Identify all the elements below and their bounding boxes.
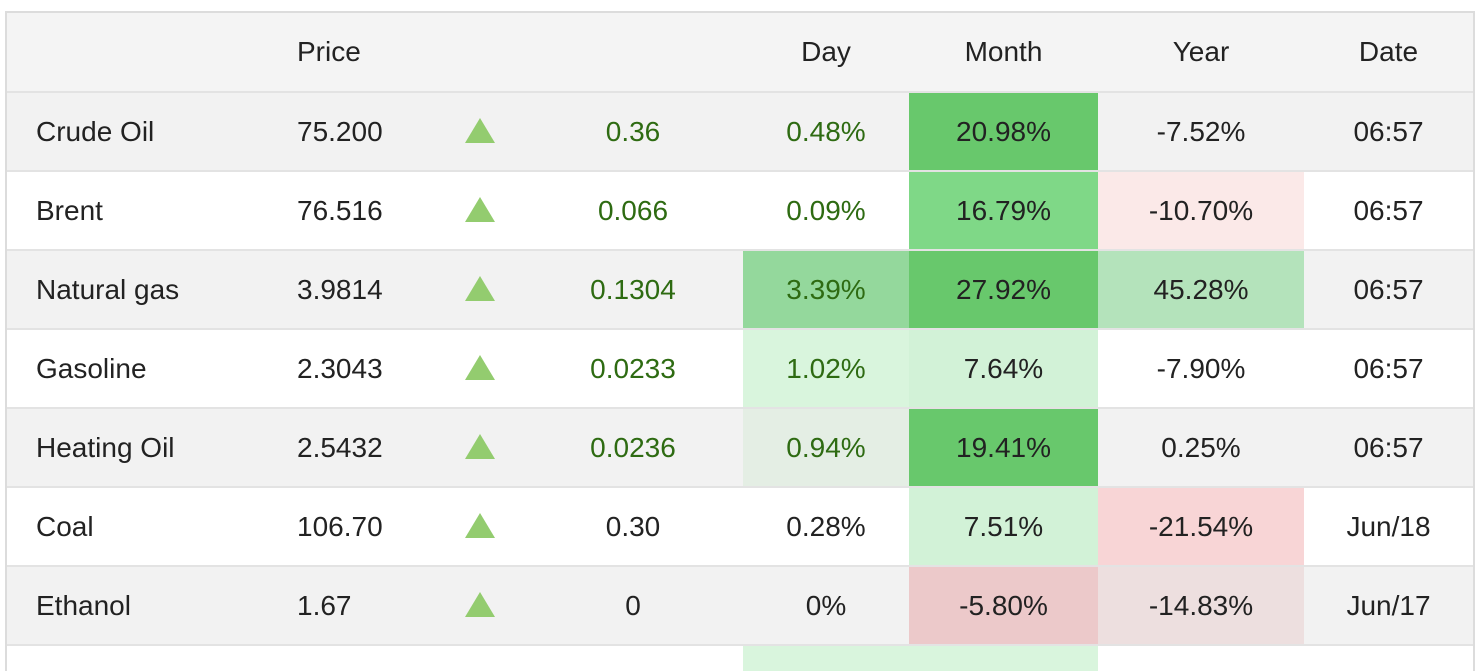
day-change-cell: 0.94% bbox=[743, 408, 909, 488]
day-change-cell: 1.02% bbox=[743, 329, 909, 409]
month-change-cell: -5.80% bbox=[909, 566, 1098, 646]
header-change bbox=[523, 13, 743, 93]
day-change-cell: 0% bbox=[743, 566, 909, 646]
direction-cell bbox=[437, 408, 523, 488]
month-change-cell: 19.41% bbox=[909, 408, 1098, 488]
day-change-cell: 3.39% bbox=[743, 250, 909, 330]
header-name bbox=[7, 13, 275, 93]
partial-cell bbox=[1304, 645, 1473, 671]
year-change-cell: 45.28% bbox=[1098, 250, 1304, 330]
partial-cell bbox=[743, 645, 909, 671]
price-cell: 75.200 bbox=[275, 92, 437, 172]
up-triangle-icon bbox=[465, 354, 495, 380]
direction-cell bbox=[437, 487, 523, 567]
change-cell: 0 bbox=[523, 566, 743, 646]
month-change-cell: 16.79% bbox=[909, 171, 1098, 251]
table-row[interactable]: Crude Oil 75.200 0.36 0.48% 20.98% -7.52% 06:5… bbox=[7, 92, 1473, 172]
month-change-cell: 7.51% bbox=[909, 487, 1098, 567]
up-triangle-icon bbox=[465, 433, 495, 459]
year-change-cell: -7.52% bbox=[1098, 92, 1304, 172]
table-row[interactable]: Gasoline 2.3043 0.0233 1.02% 7.64% -7.90% 06:5… bbox=[7, 329, 1473, 409]
header-date[interactable]: Date bbox=[1304, 13, 1473, 93]
header-arrow bbox=[437, 13, 523, 93]
commodity-name-link[interactable]: Coal bbox=[7, 487, 275, 567]
partial-cell bbox=[437, 645, 523, 671]
table-row[interactable]: Brent 76.516 0.066 0.09% 16.79% -10.70% 06:57 bbox=[7, 171, 1473, 251]
up-triangle-icon bbox=[465, 512, 495, 538]
up-triangle-icon bbox=[465, 117, 495, 143]
table-header-row: Price Day Month Year Date bbox=[7, 13, 1473, 93]
year-change-cell: -10.70% bbox=[1098, 171, 1304, 251]
table-row-partial bbox=[7, 645, 1473, 671]
year-change-cell: -21.54% bbox=[1098, 487, 1304, 567]
header-day[interactable]: Day bbox=[743, 13, 909, 93]
date-cell: 06:57 bbox=[1304, 92, 1473, 172]
price-cell: 2.3043 bbox=[275, 329, 437, 409]
partial-cell bbox=[523, 645, 743, 671]
commodity-name-link[interactable]: Heating Oil bbox=[7, 408, 275, 488]
direction-cell bbox=[437, 566, 523, 646]
commodities-table-container: Price Day Month Year Date Crude Oil 75.20… bbox=[5, 11, 1475, 671]
table-row[interactable]: Coal 106.70 0.30 0.28% 7.51% -21.54% Jun/18 bbox=[7, 487, 1473, 567]
commodity-name-link[interactable]: Ethanol bbox=[7, 566, 275, 646]
change-cell: 0.0236 bbox=[523, 408, 743, 488]
up-triangle-icon bbox=[465, 196, 495, 222]
price-cell: 3.9814 bbox=[275, 250, 437, 330]
month-change-cell: 27.92% bbox=[909, 250, 1098, 330]
table-row[interactable]: Ethanol 1.67 0 0% -5.80% -14.83% Jun/17 bbox=[7, 566, 1473, 646]
table-row[interactable]: Natural gas 3.9814 0.1304 3.39% 27.92% 45.28%… bbox=[7, 250, 1473, 330]
change-cell: 0.1304 bbox=[523, 250, 743, 330]
direction-cell bbox=[437, 250, 523, 330]
price-cell: 2.5432 bbox=[275, 408, 437, 488]
date-cell: 06:57 bbox=[1304, 250, 1473, 330]
partial-cell bbox=[1098, 645, 1304, 671]
partial-cell bbox=[7, 645, 275, 671]
commodity-name-link[interactable]: Crude Oil bbox=[7, 92, 275, 172]
day-change-cell: 0.48% bbox=[743, 92, 909, 172]
day-change-cell: 0.28% bbox=[743, 487, 909, 567]
price-cell: 1.67 bbox=[275, 566, 437, 646]
up-triangle-icon bbox=[465, 275, 495, 301]
date-cell: Jun/17 bbox=[1304, 566, 1473, 646]
price-cell: 76.516 bbox=[275, 171, 437, 251]
direction-cell bbox=[437, 329, 523, 409]
commodity-name-link[interactable]: Natural gas bbox=[7, 250, 275, 330]
direction-cell bbox=[437, 92, 523, 172]
year-change-cell: -14.83% bbox=[1098, 566, 1304, 646]
price-cell: 106.70 bbox=[275, 487, 437, 567]
up-triangle-icon bbox=[465, 591, 495, 617]
commodity-name-link[interactable]: Brent bbox=[7, 171, 275, 251]
change-cell: 0.30 bbox=[523, 487, 743, 567]
date-cell: 06:57 bbox=[1304, 329, 1473, 409]
partial-cell bbox=[909, 645, 1098, 671]
day-change-cell: 0.09% bbox=[743, 171, 909, 251]
year-change-cell: -7.90% bbox=[1098, 329, 1304, 409]
table-body: Crude Oil 75.200 0.36 0.48% 20.98% -7.52% 06:5… bbox=[7, 92, 1473, 671]
header-month[interactable]: Month bbox=[909, 13, 1098, 93]
commodity-name-link[interactable]: Gasoline bbox=[7, 329, 275, 409]
month-change-cell: 7.64% bbox=[909, 329, 1098, 409]
commodities-table: Price Day Month Year Date Crude Oil 75.20… bbox=[7, 13, 1473, 671]
direction-cell bbox=[437, 171, 523, 251]
change-cell: 0.36 bbox=[523, 92, 743, 172]
header-year[interactable]: Year bbox=[1098, 13, 1304, 93]
date-cell: Jun/18 bbox=[1304, 487, 1473, 567]
year-change-cell: 0.25% bbox=[1098, 408, 1304, 488]
date-cell: 06:57 bbox=[1304, 408, 1473, 488]
partial-cell bbox=[275, 645, 437, 671]
change-cell: 0.0233 bbox=[523, 329, 743, 409]
header-price[interactable]: Price bbox=[275, 13, 437, 93]
table-row[interactable]: Heating Oil 2.5432 0.0236 0.94% 19.41% 0.25% 0… bbox=[7, 408, 1473, 488]
change-cell: 0.066 bbox=[523, 171, 743, 251]
date-cell: 06:57 bbox=[1304, 171, 1473, 251]
month-change-cell: 20.98% bbox=[909, 92, 1098, 172]
